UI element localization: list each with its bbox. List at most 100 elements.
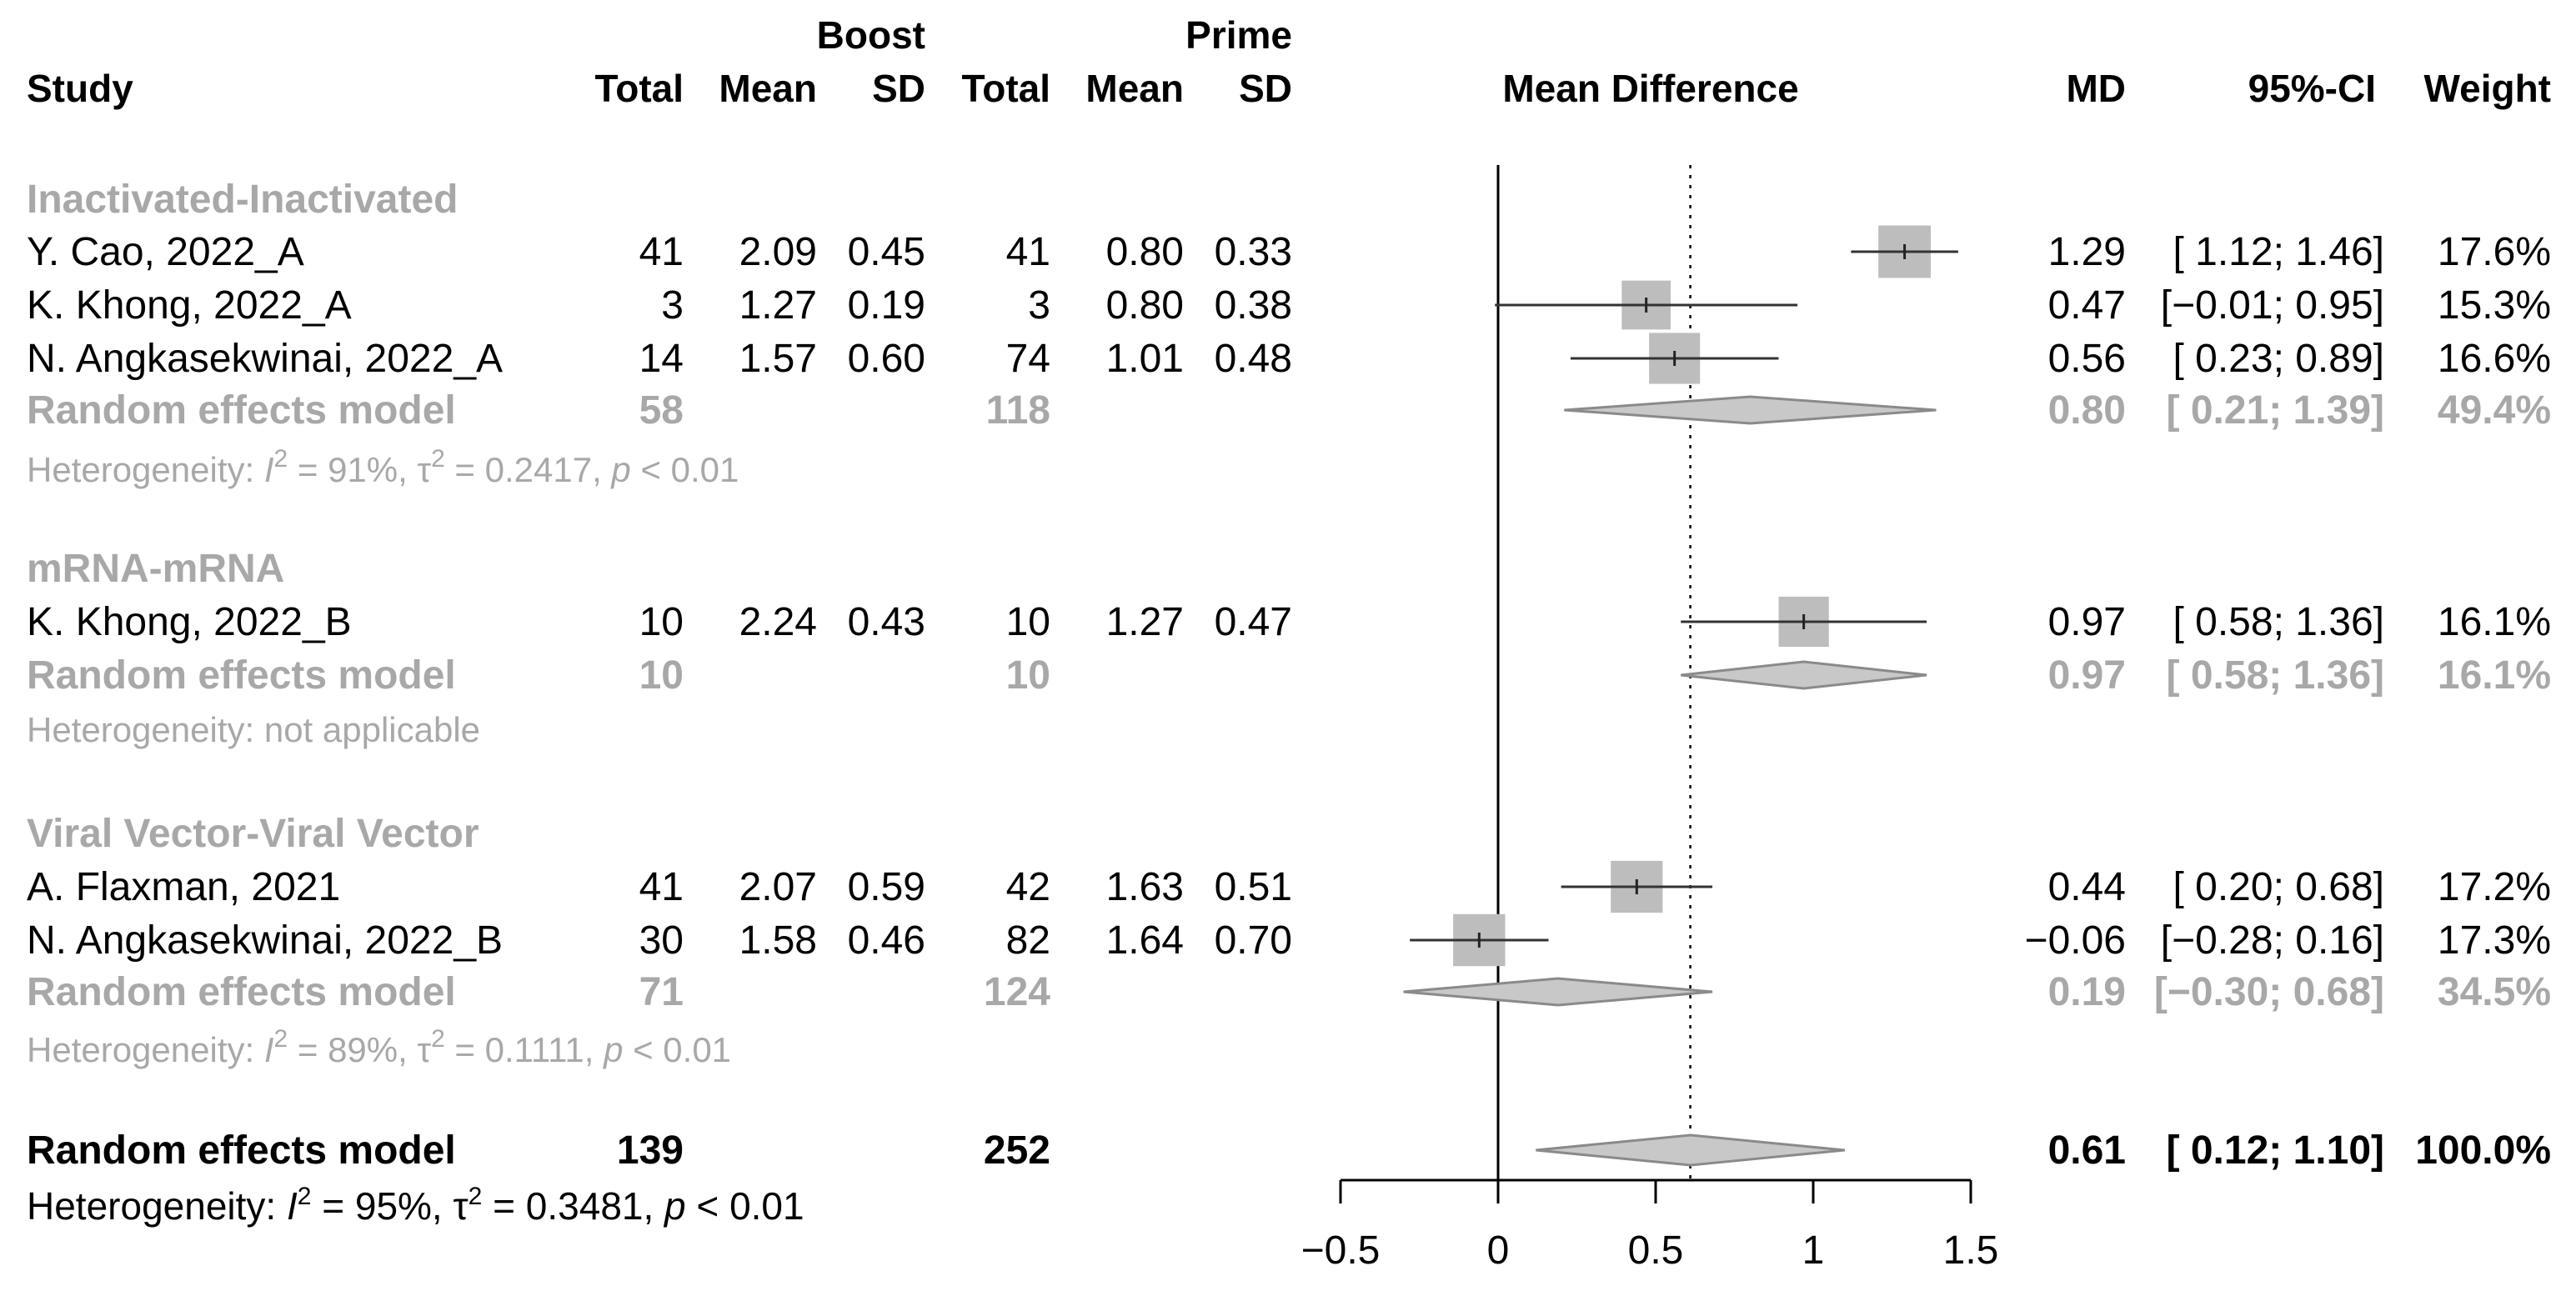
md-value: 0.56 <box>2047 337 2126 381</box>
weight-value: 49.4% <box>2437 388 2551 433</box>
study-name: A. Flaxman, 2021 <box>27 865 341 909</box>
model-label: Random effects model <box>27 653 456 698</box>
ci-value: [−0.01; 0.95] <box>2160 283 2384 328</box>
prime-sd: 0.33 <box>1214 230 1292 274</box>
boost-sd: 0.43 <box>847 600 925 644</box>
ci-value: [−0.30; 0.68] <box>2153 970 2384 1014</box>
prime-mean: 0.80 <box>1105 230 1184 274</box>
ci-value: [ 0.58; 1.36] <box>2166 653 2384 698</box>
ci-value: [ 1.12; 1.46] <box>2173 230 2384 274</box>
boost-total: 14 <box>639 337 684 381</box>
prime-total: 252 <box>983 1128 1050 1173</box>
weight-value: 16.1% <box>2437 653 2551 698</box>
study-name: K. Khong, 2022_B <box>27 600 352 644</box>
boost-mean: 2.24 <box>739 600 817 644</box>
weight-value: 16.6% <box>2437 337 2551 381</box>
model-label: Random effects model <box>27 970 456 1014</box>
header-boost-total: Total <box>594 67 684 110</box>
prime-total: 124 <box>983 970 1050 1014</box>
header-ci: 95%-CI <box>2248 67 2376 110</box>
weight-value: 17.2% <box>2437 865 2551 909</box>
prime-sd: 0.48 <box>1214 337 1292 381</box>
subgroup-diamond <box>1681 660 1927 690</box>
ci-value: [ 0.58; 1.36] <box>2173 600 2384 644</box>
heterogeneity-text: Heterogeneity: I2 = 89%, τ2 = 0.1111, p … <box>27 1025 732 1070</box>
prime-mean: 1.63 <box>1105 865 1184 909</box>
boost-total: 139 <box>616 1128 684 1173</box>
prime-total: 42 <box>1005 865 1050 909</box>
model-label: Random effects model <box>27 1128 456 1173</box>
prime-sd: 0.38 <box>1214 283 1292 328</box>
boost-mean: 2.07 <box>739 865 817 909</box>
boost-mean: 1.58 <box>739 918 817 963</box>
heterogeneity-text: Heterogeneity: not applicable <box>27 710 481 749</box>
prime-mean: 1.64 <box>1105 918 1184 963</box>
boost-total: 71 <box>639 970 684 1014</box>
boost-total: 41 <box>639 230 684 274</box>
study-name: Y. Cao, 2022_A <box>27 230 304 274</box>
header-boost-mean: Mean <box>719 67 817 110</box>
header-weight: Weight <box>2423 67 2551 110</box>
x-tick-label: 0.5 <box>1627 1228 1684 1273</box>
weight-value: 17.6% <box>2437 230 2551 274</box>
ci-value: [ 0.21; 1.39] <box>2166 388 2384 433</box>
model-label: Random effects model <box>27 388 456 433</box>
subgroup-diamond <box>1564 395 1937 425</box>
prime-total: 41 <box>1005 230 1050 274</box>
x-tick-label: 1.5 <box>1942 1228 1999 1273</box>
prime-total: 74 <box>1005 337 1050 381</box>
md-value: −0.06 <box>2024 918 2126 963</box>
boost-total: 58 <box>639 388 684 433</box>
subgroup-diamond <box>1403 977 1713 1007</box>
boost-sd: 0.19 <box>847 283 925 328</box>
x-tick-label: −0.5 <box>1301 1228 1381 1273</box>
study-name: N. Angkasekwinai, 2022_A <box>27 337 504 381</box>
md-value: 1.29 <box>2047 230 2126 274</box>
boost-sd: 0.60 <box>847 337 925 381</box>
header-prime-mean: Mean <box>1085 67 1184 110</box>
weight-value: 34.5% <box>2437 970 2551 1014</box>
ci-value: [ 0.12; 1.10] <box>2166 1128 2384 1173</box>
heterogeneity-text: Heterogeneity: I2 = 91%, τ2 = 0.2417, p … <box>27 445 739 490</box>
prime-sd: 0.51 <box>1214 865 1292 909</box>
prime-total: 3 <box>1028 283 1050 328</box>
header-prime-total: Total <box>961 67 1050 110</box>
boost-total: 41 <box>639 865 684 909</box>
weight-value: 17.3% <box>2437 918 2551 963</box>
study-name: N. Angkasekwinai, 2022_B <box>27 918 504 963</box>
group-title: Viral Vector-Viral Vector <box>27 812 479 856</box>
boost-mean: 2.09 <box>739 230 817 274</box>
group-title: Inactivated-Inactivated <box>27 178 459 222</box>
prime-total: 10 <box>1005 653 1050 698</box>
boost-sd: 0.46 <box>847 918 925 963</box>
study-name: K. Khong, 2022_A <box>27 283 352 328</box>
md-value: 0.47 <box>2047 283 2126 328</box>
group-title: mRNA-mRNA <box>27 547 285 591</box>
header-study: Study <box>27 67 133 110</box>
prime-sd: 0.70 <box>1214 918 1292 963</box>
header-prime: Prime <box>1185 13 1292 57</box>
boost-total: 10 <box>639 653 684 698</box>
x-tick-label: 0 <box>1486 1228 1510 1273</box>
ci-value: [ 0.23; 0.89] <box>2173 337 2384 381</box>
md-value: 0.80 <box>2047 388 2126 433</box>
md-value: 0.44 <box>2047 865 2126 909</box>
prime-mean: 0.80 <box>1105 283 1184 328</box>
overall-heterogeneity-text: Heterogeneity: I2 = 95%, τ2 = 0.3481, p … <box>27 1183 804 1228</box>
ci-value: [−0.28; 0.16] <box>2160 918 2384 963</box>
boost-mean: 1.27 <box>739 283 817 328</box>
prime-total: 82 <box>1005 918 1050 963</box>
overall-diamond <box>1536 1133 1845 1167</box>
boost-mean: 1.57 <box>739 337 817 381</box>
weight-value: 100.0% <box>2415 1128 2551 1173</box>
header-boost-sd: SD <box>872 67 925 110</box>
weight-value: 15.3% <box>2437 283 2551 328</box>
boost-total: 3 <box>661 283 684 328</box>
header-md: MD <box>2066 67 2126 110</box>
boost-sd: 0.59 <box>847 865 925 909</box>
md-value: 0.61 <box>2047 1128 2126 1173</box>
ci-value: [ 0.20; 0.68] <box>2173 865 2384 909</box>
header-prime-sd: SD <box>1239 67 1292 110</box>
